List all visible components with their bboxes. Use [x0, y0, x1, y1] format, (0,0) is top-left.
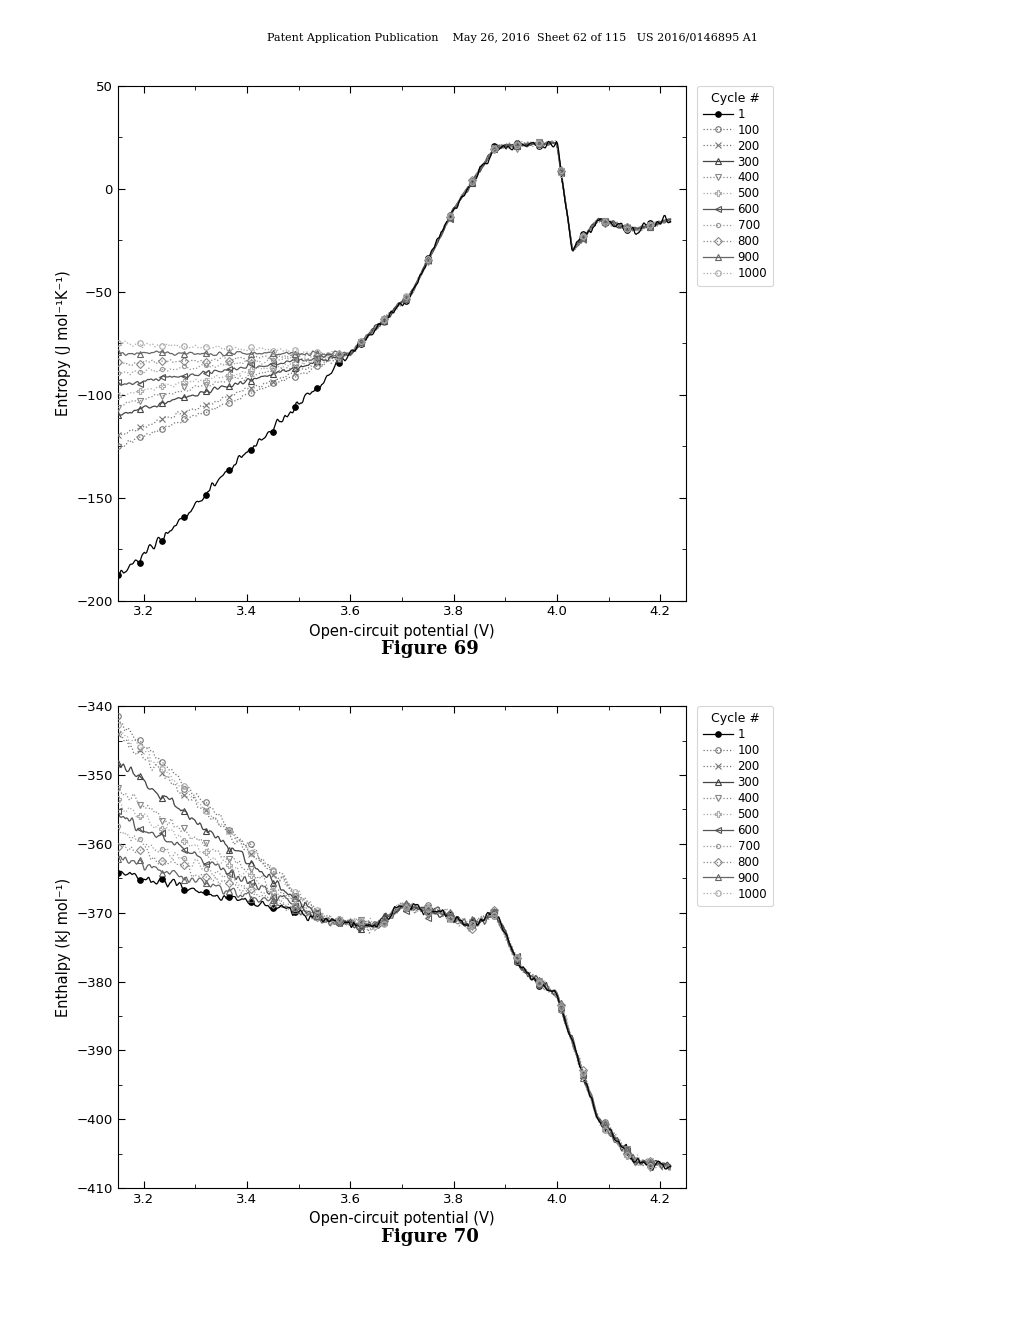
- Y-axis label: Entropy (J mol⁻¹K⁻¹): Entropy (J mol⁻¹K⁻¹): [56, 271, 71, 416]
- X-axis label: Open-circuit potential (V): Open-circuit potential (V): [309, 624, 495, 639]
- Y-axis label: Enthalpy (kJ mol⁻¹): Enthalpy (kJ mol⁻¹): [56, 878, 71, 1016]
- Text: Patent Application Publication    May 26, 2016  Sheet 62 of 115   US 2016/014689: Patent Application Publication May 26, 2…: [266, 33, 758, 44]
- Text: Figure 69: Figure 69: [381, 640, 479, 659]
- Legend: 1, 100, 200, 300, 400, 500, 600, 700, 800, 900, 1000: 1, 100, 200, 300, 400, 500, 600, 700, 80…: [697, 706, 773, 907]
- X-axis label: Open-circuit potential (V): Open-circuit potential (V): [309, 1212, 495, 1226]
- Legend: 1, 100, 200, 300, 400, 500, 600, 700, 800, 900, 1000: 1, 100, 200, 300, 400, 500, 600, 700, 80…: [697, 86, 773, 286]
- Text: Figure 70: Figure 70: [381, 1228, 479, 1246]
